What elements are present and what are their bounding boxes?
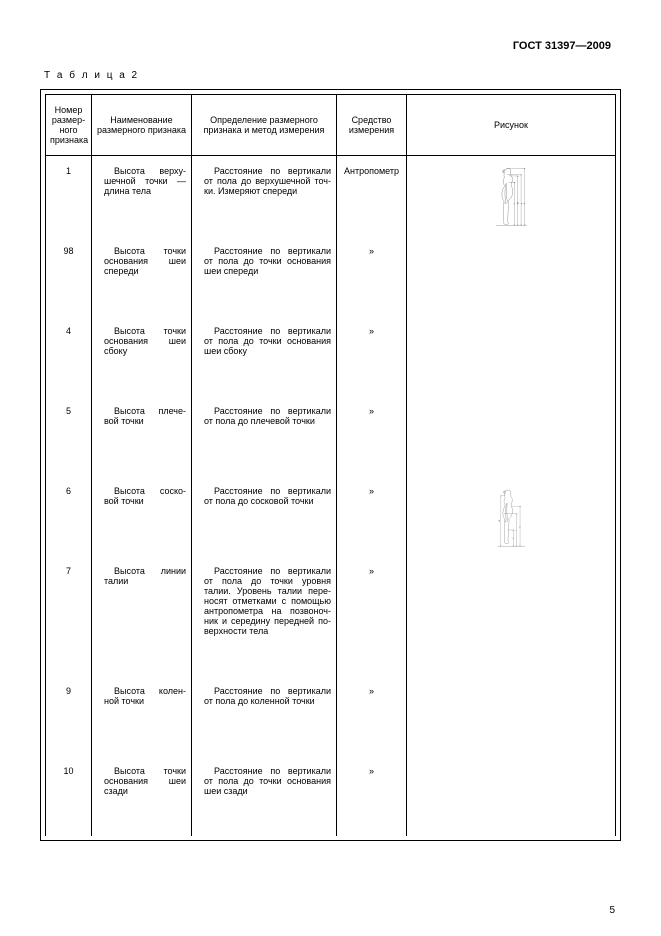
anthropometry-figure-2: 9 7 (413, 482, 609, 550)
cell-tool: » (337, 676, 407, 756)
table-row: 1 Высота верху-шечной точки — длина тела… (46, 156, 616, 236)
table-header-row: Номер размер-ного признака Наименование … (46, 95, 616, 156)
cell-num: 1 (46, 156, 92, 236)
figure-cell-1: 5 98 (407, 156, 616, 476)
cell-num: 5 (46, 396, 92, 476)
cell-def: Расстояние по вертикали от пола до точки… (192, 556, 337, 676)
cell-def: Расстояние по вертикали от пола до колен… (192, 676, 337, 756)
cell-tool: » (337, 476, 407, 556)
document-id: ГОСТ 31397—2009 (40, 40, 621, 52)
cell-def: Расстояние по вертикали от пола до точки… (192, 316, 337, 396)
cell-num: 6 (46, 476, 92, 556)
dim-label: 1 (524, 203, 526, 204)
anthropometry-figure-1: 5 98 (413, 162, 609, 230)
cell-def: Расстояние по вертикали от пола до соско… (192, 476, 337, 556)
cell-tool: Антропометр (337, 156, 407, 236)
page-number: 5 (609, 905, 615, 916)
cell-name: Высота линии талии (92, 556, 192, 676)
cell-tool: » (337, 756, 407, 836)
cell-name: Высота точки основания шеи сзади (92, 756, 192, 836)
dim-label: 9 (513, 537, 515, 538)
dim-label: 10 (499, 519, 501, 521)
header-name: Наименование размерного признака (92, 95, 192, 156)
header-num: Номер размер-ного признака (46, 95, 92, 156)
cell-name: Высота плече-вой точки (92, 396, 192, 476)
cell-name: Высота точки основания шеи спереди (92, 236, 192, 316)
cell-name: Высота точки основания шеи сбоку (92, 316, 192, 396)
cell-def: Расстояние по вертикали от пола до плече… (192, 396, 337, 476)
table-frame: Номер размер-ного признака Наименование … (40, 89, 621, 841)
cell-def: Расстояние по вертикали от пола до точки… (192, 236, 337, 316)
header-fig: Рисунок (407, 95, 616, 156)
dim-label: 6 (520, 526, 522, 527)
header-tool: Средство измерения (337, 95, 407, 156)
cell-num: 98 (46, 236, 92, 316)
dim-label: 4 (521, 203, 523, 204)
cell-name: Высота колен-ной точки (92, 676, 192, 756)
cell-tool: » (337, 236, 407, 316)
cell-def: Расстояние по вертикали от пола до верху… (192, 156, 337, 236)
dim-label: 5 (514, 203, 516, 204)
cell-tool: » (337, 396, 407, 476)
cell-name: Высота верху-шечной точки — длина тела (92, 156, 192, 236)
cell-tool: » (337, 316, 407, 396)
cell-num: 10 (46, 756, 92, 836)
cell-def: Расстояние по вертикали от пола до точки… (192, 756, 337, 836)
dim-label: 7 (516, 530, 518, 531)
table-row: 6 Высота соско-вой точки Расстояние по в… (46, 476, 616, 556)
cell-name: Высота соско-вой точки (92, 476, 192, 556)
cell-num: 4 (46, 316, 92, 396)
cell-tool: » (337, 556, 407, 676)
header-def: Определение размерного признака и метод … (192, 95, 337, 156)
cell-num: 9 (46, 676, 92, 756)
cell-num: 7 (46, 556, 92, 676)
table-caption: Т а б л и ц а 2 (44, 70, 621, 81)
anthropometry-table: Номер размер-ного признака Наименование … (45, 94, 616, 836)
figure-cell-2: 9 7 (407, 476, 616, 836)
dim-label: 98 (517, 202, 519, 204)
